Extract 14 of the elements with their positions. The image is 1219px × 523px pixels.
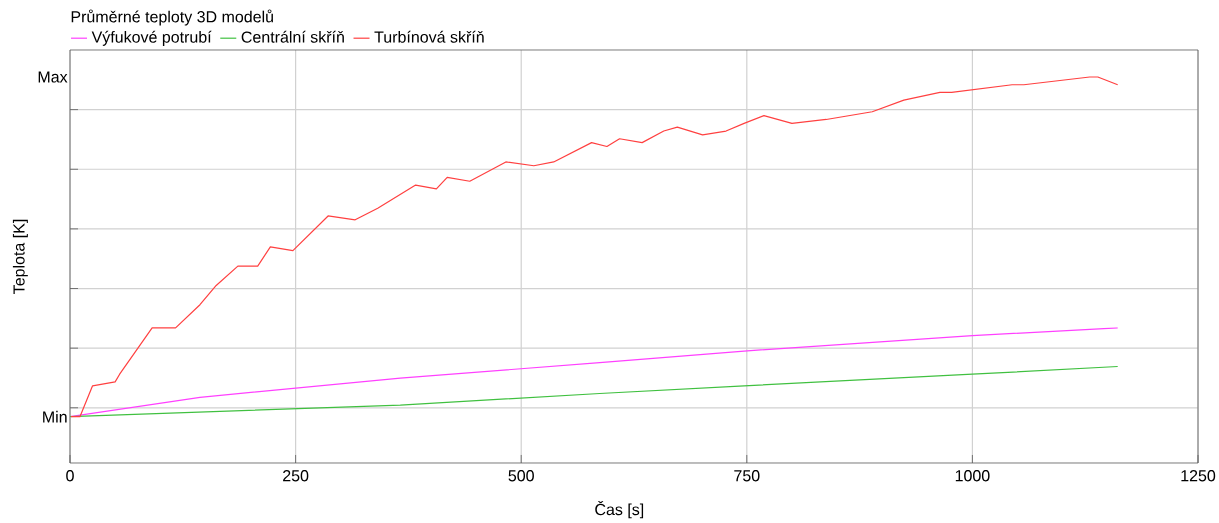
legend-label: Turbínová skříň xyxy=(374,30,484,43)
text: Max xyxy=(38,71,68,83)
text: Min xyxy=(43,410,67,423)
chart-title: Průměrné teploty 3D modelů xyxy=(71,9,273,26)
x-tick-label: 250 xyxy=(283,470,309,482)
x-tick-label: 0 xyxy=(66,470,74,482)
x-tick-label: 1250 xyxy=(1181,470,1216,482)
x-tick-label: 1000 xyxy=(955,470,990,482)
x-axis-title: Čas [s] xyxy=(595,501,644,519)
x-tick-label: 500 xyxy=(508,470,534,482)
legend-label: Centrální skříň xyxy=(241,30,344,43)
x-tick-label: 750 xyxy=(734,470,760,482)
y-axis-title: Teplota [K] xyxy=(12,219,28,294)
legend-label: Výfukové potrubí xyxy=(91,30,212,46)
